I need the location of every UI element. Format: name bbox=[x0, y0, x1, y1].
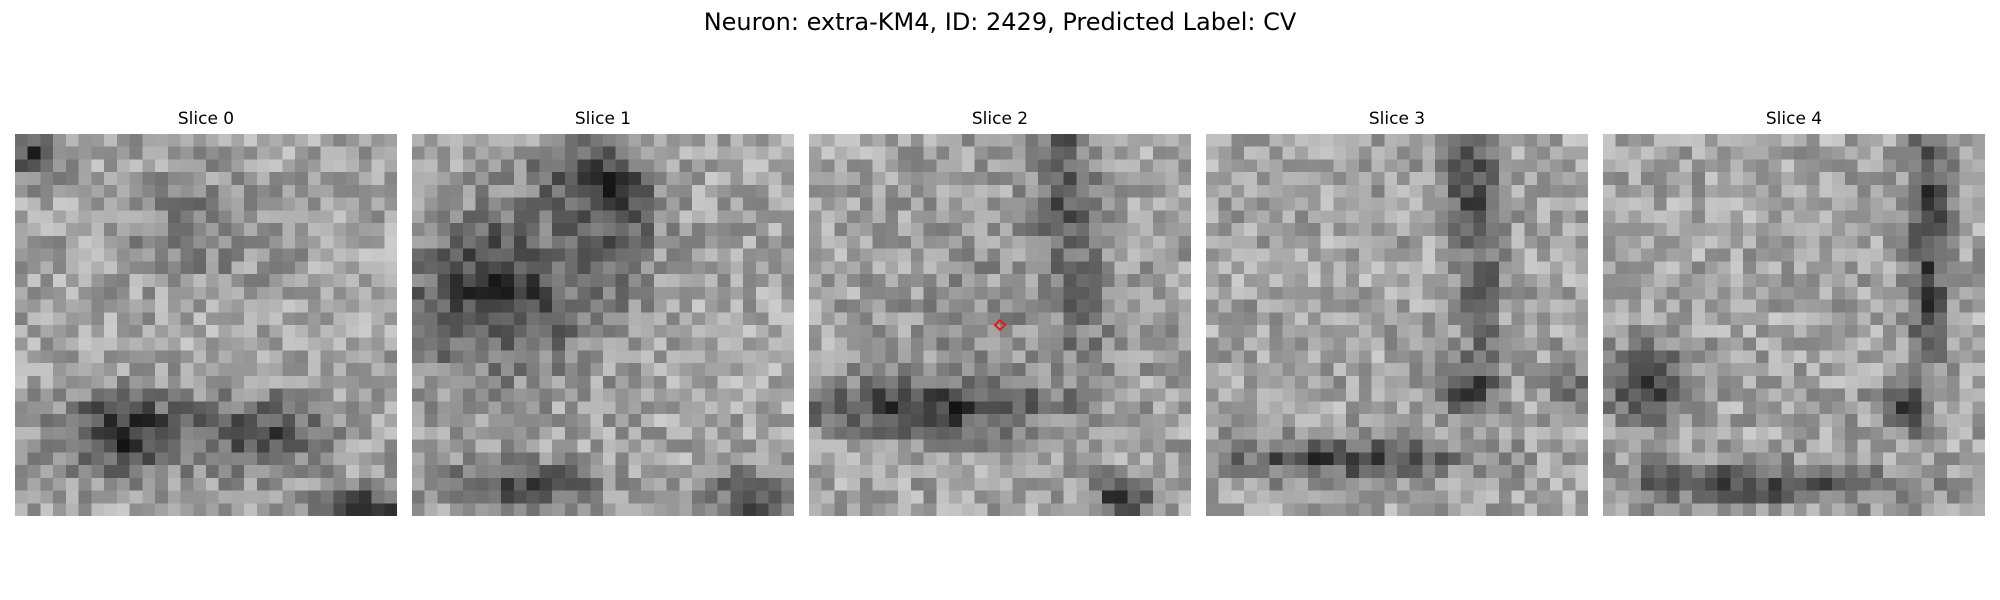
slice-title-0: Slice 0 bbox=[177, 109, 235, 129]
slice-canvas-2 bbox=[809, 134, 1191, 516]
slice-image-0 bbox=[15, 134, 397, 516]
slice-canvas-4 bbox=[1603, 134, 1985, 516]
slice-image-2 bbox=[809, 134, 1191, 516]
slice-canvas-0 bbox=[15, 134, 397, 516]
slice-canvas-1 bbox=[412, 134, 794, 516]
slice-image-4 bbox=[1603, 134, 1985, 516]
slice-title-3: Slice 3 bbox=[1368, 109, 1426, 129]
figure-title: Neuron: extra-KM4, ID: 2429, Predicted L… bbox=[703, 8, 1297, 36]
slice-title-4: Slice 4 bbox=[1765, 109, 1823, 129]
slice-image-3 bbox=[1206, 134, 1588, 516]
slice-title-2: Slice 2 bbox=[971, 109, 1029, 129]
slice-image-1 bbox=[412, 134, 794, 516]
slice-title-1: Slice 1 bbox=[574, 109, 632, 129]
slice-canvas-3 bbox=[1206, 134, 1588, 516]
